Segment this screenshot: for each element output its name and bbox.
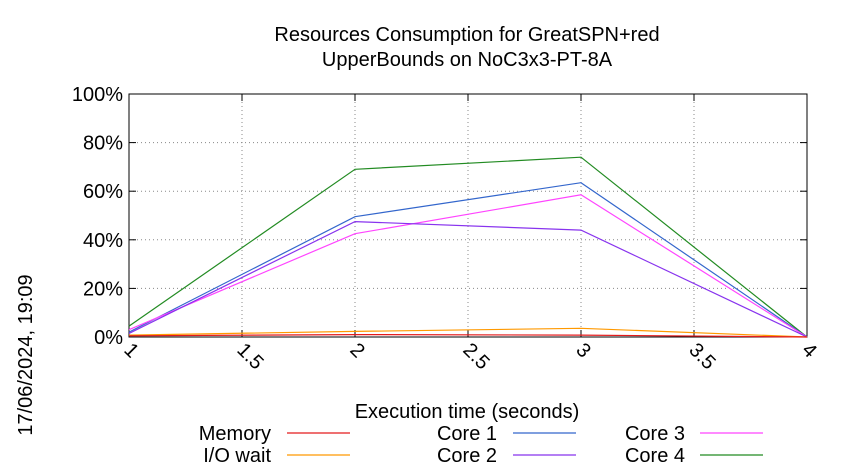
x-axis-label: Execution time (seconds)	[355, 401, 580, 423]
legend-label: Core 1	[437, 423, 497, 445]
y-tick-label: 20%	[83, 278, 123, 300]
series-line-i-o-wait	[128, 327, 808, 338]
y-tick-label: 80%	[83, 133, 123, 155]
grid	[129, 94, 807, 337]
y-axis: 0% 20% 40% 60% 80% 100%	[72, 84, 807, 349]
x-tick-label: 2.5	[458, 339, 493, 374]
x-tick-label: 3	[571, 339, 594, 362]
x-tick-label: 1.5	[232, 339, 267, 374]
y-tick-label: 0%	[94, 327, 123, 349]
chart-title-line-1: Resources Consumption for GreatSPN+red	[274, 24, 659, 46]
series-line-core-3	[128, 194, 808, 338]
series-line-core-2	[128, 220, 808, 338]
series-line-core-1	[128, 182, 808, 338]
legend-label: I/O wait	[203, 445, 271, 467]
series-lines	[128, 156, 808, 338]
legend-label: Memory	[199, 423, 271, 445]
timestamp: 17/06/2024, 19:09	[15, 274, 37, 435]
legend-label: Core 3	[625, 423, 685, 445]
series-line-core-4	[128, 156, 808, 338]
x-axis: 1 1.5 2 2.5 3 3.5 4	[119, 94, 821, 374]
series-line-memory	[128, 334, 808, 338]
x-tick-label: 4	[797, 339, 820, 362]
y-tick-label: 40%	[83, 230, 123, 252]
y-tick-label: 100%	[72, 84, 123, 106]
x-tick-label: 2	[345, 339, 368, 362]
x-tick-label: 3.5	[684, 339, 719, 374]
y-tick-label: 60%	[83, 181, 123, 203]
legend-label: Core 4	[625, 445, 685, 467]
legend-label: Core 2	[437, 445, 497, 467]
chart-title-line-2: UpperBounds on NoC3x3-PT-8A	[322, 49, 613, 71]
